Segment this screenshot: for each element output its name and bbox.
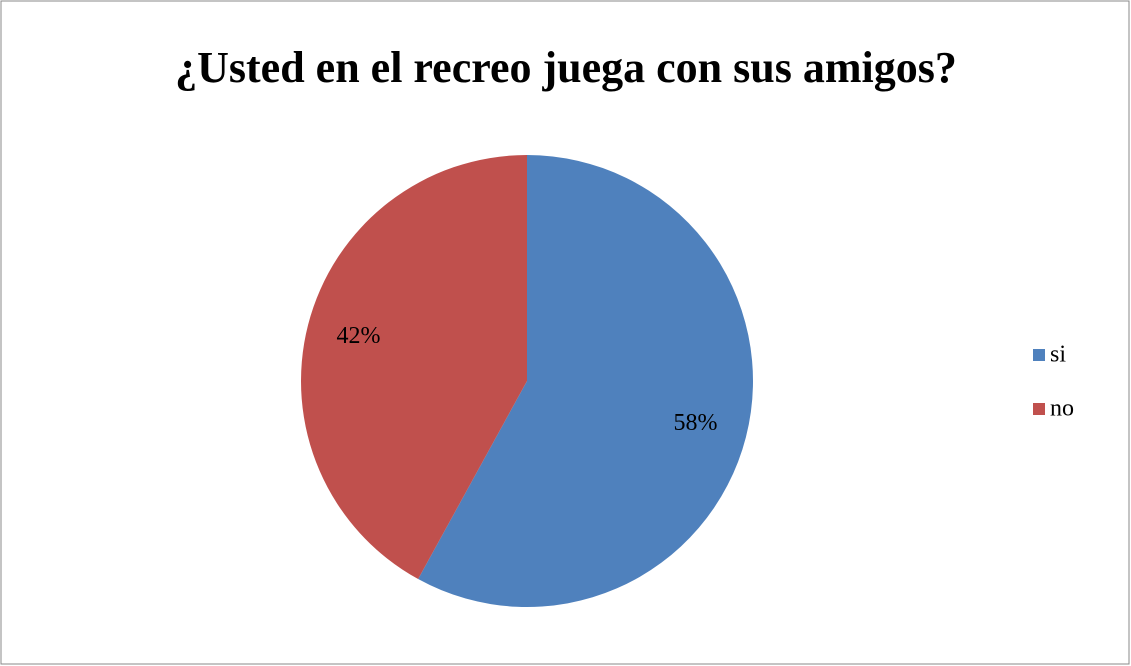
legend-label: no [1050,396,1074,422]
data-label: 58% [674,410,718,436]
pie-slice [301,155,527,580]
legend-swatch [1033,349,1045,361]
chart-title: ¿Usted en el recreo juega con sus amigos… [175,43,957,92]
legend-label: si [1050,342,1066,368]
pie-slice [418,155,753,607]
legend-swatch [1033,403,1045,415]
data-label: 42% [336,323,380,349]
